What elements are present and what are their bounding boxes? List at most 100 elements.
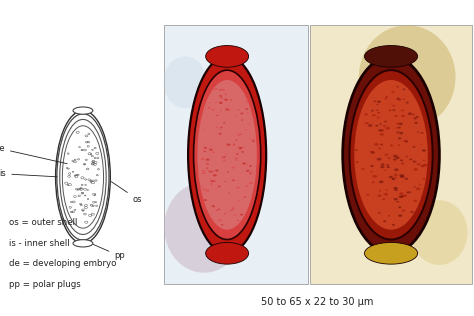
Ellipse shape [237, 203, 241, 205]
Ellipse shape [212, 154, 215, 155]
Ellipse shape [406, 102, 409, 103]
Ellipse shape [252, 139, 254, 141]
Ellipse shape [394, 168, 399, 171]
Ellipse shape [420, 144, 422, 145]
Ellipse shape [240, 113, 243, 115]
Ellipse shape [212, 151, 215, 153]
Ellipse shape [392, 105, 395, 107]
Ellipse shape [388, 215, 390, 216]
Ellipse shape [239, 133, 242, 135]
Ellipse shape [361, 168, 365, 170]
Ellipse shape [378, 183, 383, 186]
Ellipse shape [357, 141, 360, 143]
Ellipse shape [409, 194, 412, 196]
Ellipse shape [236, 139, 237, 141]
Text: 50 to 65 x 22 to 30 μm: 50 to 65 x 22 to 30 μm [261, 297, 374, 307]
Ellipse shape [398, 144, 401, 146]
Ellipse shape [214, 107, 216, 108]
Ellipse shape [416, 182, 419, 185]
Ellipse shape [240, 95, 242, 97]
Ellipse shape [422, 149, 426, 152]
Ellipse shape [237, 186, 240, 189]
Ellipse shape [381, 182, 384, 184]
Ellipse shape [227, 172, 229, 173]
Ellipse shape [399, 192, 403, 195]
Ellipse shape [413, 161, 417, 163]
Ellipse shape [244, 199, 245, 200]
Ellipse shape [220, 127, 223, 128]
Ellipse shape [413, 168, 418, 171]
Ellipse shape [393, 187, 398, 190]
Ellipse shape [392, 178, 395, 180]
Ellipse shape [202, 188, 206, 191]
Ellipse shape [215, 107, 219, 109]
Ellipse shape [242, 176, 246, 178]
Ellipse shape [390, 144, 393, 147]
Ellipse shape [246, 108, 248, 110]
Ellipse shape [253, 168, 256, 170]
Ellipse shape [377, 100, 381, 103]
Ellipse shape [224, 156, 226, 158]
Ellipse shape [239, 97, 242, 99]
Ellipse shape [226, 82, 228, 84]
Ellipse shape [249, 173, 251, 174]
Ellipse shape [240, 147, 242, 148]
Ellipse shape [414, 160, 417, 162]
Ellipse shape [378, 212, 381, 214]
Ellipse shape [211, 171, 213, 172]
Ellipse shape [386, 166, 390, 168]
Ellipse shape [241, 119, 243, 121]
Ellipse shape [213, 119, 216, 121]
Ellipse shape [399, 174, 404, 177]
Ellipse shape [206, 159, 210, 161]
Ellipse shape [224, 214, 226, 215]
Ellipse shape [399, 123, 403, 125]
Ellipse shape [373, 191, 375, 192]
Ellipse shape [367, 198, 372, 200]
Ellipse shape [384, 169, 386, 171]
Ellipse shape [229, 136, 232, 138]
Ellipse shape [237, 174, 240, 175]
Ellipse shape [206, 125, 207, 127]
Ellipse shape [401, 132, 405, 134]
Ellipse shape [248, 124, 250, 125]
Ellipse shape [418, 144, 422, 146]
Text: is - inner shell: is - inner shell [9, 239, 70, 247]
Ellipse shape [400, 159, 403, 161]
Ellipse shape [410, 191, 412, 193]
Ellipse shape [382, 86, 384, 87]
Ellipse shape [208, 170, 210, 171]
Ellipse shape [220, 179, 224, 181]
Ellipse shape [369, 185, 373, 187]
Ellipse shape [232, 167, 235, 168]
Ellipse shape [381, 163, 384, 166]
Ellipse shape [366, 194, 369, 196]
Ellipse shape [219, 102, 223, 104]
Ellipse shape [240, 214, 243, 216]
Ellipse shape [389, 176, 393, 178]
Ellipse shape [201, 181, 203, 182]
Ellipse shape [398, 127, 401, 129]
Text: os: os [111, 182, 142, 204]
Ellipse shape [373, 152, 375, 154]
Ellipse shape [223, 160, 226, 161]
Ellipse shape [235, 157, 238, 160]
Ellipse shape [232, 207, 234, 209]
Ellipse shape [401, 196, 403, 197]
Text: os = outer shell: os = outer shell [9, 218, 78, 227]
Ellipse shape [209, 179, 211, 180]
Ellipse shape [225, 108, 229, 111]
Ellipse shape [209, 102, 210, 103]
Ellipse shape [392, 178, 394, 180]
Ellipse shape [219, 89, 221, 91]
Ellipse shape [376, 161, 379, 163]
Ellipse shape [242, 162, 246, 165]
Ellipse shape [213, 177, 217, 179]
Ellipse shape [378, 129, 382, 132]
Ellipse shape [384, 133, 388, 135]
Ellipse shape [392, 86, 394, 87]
Ellipse shape [217, 175, 219, 177]
Ellipse shape [396, 201, 399, 203]
Ellipse shape [383, 191, 387, 193]
Ellipse shape [404, 113, 409, 116]
